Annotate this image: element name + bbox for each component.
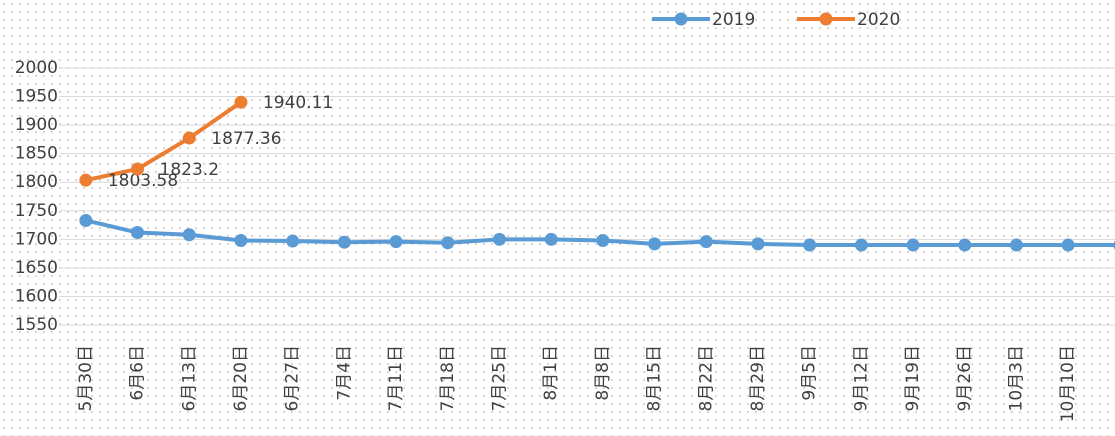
point — [337, 235, 351, 249]
point — [699, 235, 713, 249]
x-tick-label: 8月8日 — [593, 345, 613, 401]
y-tick-label: 1800 — [15, 172, 58, 192]
point — [441, 236, 455, 250]
x-tick-label: 8月22日 — [696, 345, 716, 411]
x-tick-label: 6月6日 — [128, 345, 148, 401]
y-tick-label: 1750 — [15, 201, 58, 221]
point — [182, 228, 196, 242]
x-tick-label: 8月1日 — [541, 345, 561, 401]
x-tick-label: 9月5日 — [800, 345, 820, 401]
x-tick-label: 8月29日 — [748, 345, 768, 411]
point — [234, 233, 248, 247]
legend-label: 2019 — [712, 10, 755, 30]
point — [234, 95, 248, 109]
x-tick-label: 7月4日 — [334, 345, 354, 401]
legend-marker — [674, 12, 688, 26]
data-label: 1823.2 — [160, 160, 219, 180]
x-tick-label: 7月25日 — [489, 345, 509, 411]
y-tick-label: 1950 — [15, 87, 58, 107]
data-label: 1940.11 — [263, 93, 333, 113]
x-tick-label: 10月3日 — [1006, 345, 1026, 411]
y-tick-label: 1900 — [15, 115, 58, 135]
x-tick-label: 10月10日 — [1058, 345, 1078, 422]
x-tick-label: 7月11日 — [386, 345, 406, 411]
x-tick-label: 7月18日 — [438, 345, 458, 411]
point — [79, 213, 93, 227]
point — [1009, 238, 1023, 252]
point — [596, 233, 610, 247]
y-tick-label: 1650 — [15, 258, 58, 278]
point — [544, 232, 558, 246]
x-tick-label: 8月15日 — [645, 345, 665, 411]
data-label: 1877.36 — [211, 129, 281, 149]
x-tick-label: 9月19日 — [903, 345, 923, 411]
y-tick-label: 1700 — [15, 229, 58, 249]
point — [1061, 238, 1075, 252]
point — [389, 235, 403, 249]
legend-marker — [819, 12, 833, 26]
x-tick-label: 9月12日 — [851, 345, 871, 411]
point — [803, 238, 817, 252]
x-tick-label: 6月27日 — [283, 345, 303, 411]
y-tick-label: 1550 — [15, 315, 58, 335]
x-tick-label: 6月13日 — [179, 345, 199, 411]
legend-label: 2020 — [857, 10, 900, 30]
x-tick-label: 5月30日 — [76, 345, 96, 411]
point — [854, 238, 868, 252]
y-tick-label: 1600 — [15, 286, 58, 306]
point — [492, 232, 506, 246]
point — [648, 237, 662, 251]
point — [751, 237, 765, 251]
x-tick-label: 9月26日 — [955, 345, 975, 411]
point — [906, 238, 920, 252]
point — [286, 234, 300, 248]
point — [958, 238, 972, 252]
point — [131, 162, 145, 176]
data-label: 1803.58 — [108, 171, 178, 191]
y-tick-label: 1850 — [15, 144, 58, 164]
series-line — [85, 100, 243, 183]
y-tick-label: 2000 — [15, 58, 58, 78]
x-tick-label: 6月20日 — [231, 345, 251, 411]
point — [182, 131, 196, 145]
point — [131, 225, 145, 239]
point — [79, 173, 93, 187]
